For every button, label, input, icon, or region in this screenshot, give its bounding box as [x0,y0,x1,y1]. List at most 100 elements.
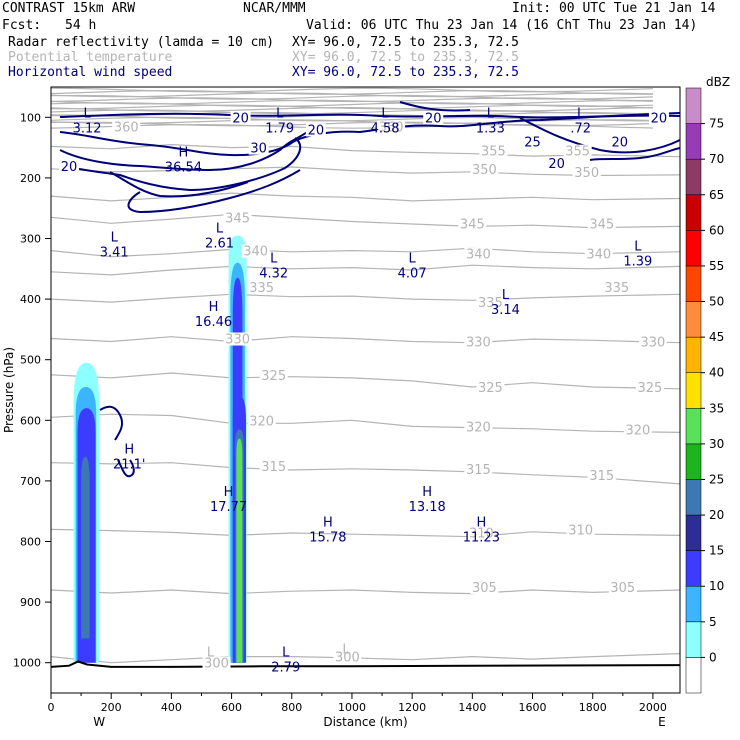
extremum-value-label: 4.32 [259,267,288,282]
wind-contour-label: 30 [250,142,267,157]
x-tick-label: 600 [221,701,242,714]
colorbar-swatch [685,301,702,338]
y-tick-label: 200 [20,172,41,185]
theta-label-bg [572,165,601,179]
wind-label-bg [522,135,543,149]
colorbar-tick-label: 75 [709,117,724,131]
theta-contour-label: 325 [478,381,503,396]
extremum-type-label: H [323,515,333,530]
theta-contour-label: 335 [249,281,274,296]
y-tick-label: 600 [20,414,41,427]
colorbar-tick-label: 45 [709,330,724,344]
extremum-value-label: 2.79 [271,661,300,676]
theta-contour-label: 300 [335,651,360,666]
wind-contour-label: 20 [425,111,442,126]
wind-contour-label: 20 [232,111,249,126]
extremum-type-label: L [207,646,215,661]
extremum-value-label: 13.18 [409,500,446,515]
x-tick-label: 1200 [398,701,426,714]
theta-contour-label: 345 [225,211,250,226]
extremum-value-label: 16.46 [195,315,232,330]
colorbar-swatch [685,550,702,587]
theta-label-bg [587,217,616,231]
wind-contour-line [117,459,135,478]
extremum-type-label: H [224,485,234,500]
colorbar-swatch [685,265,702,302]
colorbar-tick-label: 10 [709,579,724,593]
theta-contour-line [50,413,681,433]
theta-label-bg [563,144,592,158]
colorbar-tick-label: 55 [709,259,724,273]
theta-contour-line [50,92,653,98]
wind-contour-line [399,101,471,112]
theta-contour-label: 330 [225,333,250,348]
terrain-surface-line [50,660,681,668]
wind-contour-label: 20 [61,160,78,175]
wind-contour-label: 25 [524,136,541,151]
x-tick-label: 1000 [338,701,366,714]
x-tick-label: 0 [48,701,55,714]
extremum-type-label: H [476,515,486,530]
extremum-value-label: 17.77 [210,500,247,515]
colorbar-swatch [685,372,702,409]
theta-contour-label: 355 [481,145,506,160]
wind-contour-line [127,169,301,214]
theta-label-bg [602,281,631,295]
theta-label-bg [467,526,496,540]
theta-contour-label: 325 [637,381,662,396]
extremum-value-label: 2.61 [205,236,234,251]
x-tick-label: 1400 [458,701,486,714]
theta-contour-line [50,247,681,258]
theta-contour-line [50,528,681,538]
theta-contour-label: 360 [379,120,404,135]
wind-label-bg [609,135,630,149]
theta-contour-label: 315 [466,463,491,478]
theta-contour-line [50,106,653,112]
init-time: Init: 00 UTC Tue 21 Jan 14 [512,1,716,16]
theta-contour-label: 340 [466,248,491,263]
field-name-wind: Horizontal wind speed [8,65,173,80]
theta-contour-label: 345 [460,217,485,232]
colorbar-swatch [685,585,702,623]
colorbar-swatch [685,657,702,694]
theta-contour-line [50,264,681,276]
theta-contour-line [50,97,653,103]
colorbar-swatch [685,123,702,160]
colorbar-tick-label: 60 [709,223,724,237]
reflectivity-cell [236,438,243,663]
field-name-reflectivity: Radar reflectivity (lamda = 10 cm) [8,35,275,50]
wind-contour-line [589,147,681,161]
theta-contour-label: 335 [478,296,503,311]
theta-contour-label: 350 [472,163,497,178]
extremum-value-label: 3.12 [73,121,102,136]
extremum-type-label: L [502,288,510,303]
field-xy-wind: XY= 96.0, 72.5 to 235.3, 72.5 [292,65,519,80]
y-tick-label: 900 [20,596,41,609]
theta-contour-label: 360 [114,120,139,135]
theta-contour-label: 330 [466,336,491,351]
field-xy-reflectivity: XY= 96.0, 72.5 to 235.3, 72.5 [292,35,519,50]
theta-contour-label: 305 [472,581,497,596]
extremum-type-label: L [276,106,284,121]
extremum-type-label: L [487,106,495,121]
theta-label-bg [638,335,667,349]
theta-label-bg [259,368,288,382]
colorbar-tick-label: 0 [709,650,717,664]
theta-label-bg [470,580,499,594]
colorbar-tick-label: 5 [709,615,717,629]
theta-contour-label: 330 [640,336,665,351]
extremum-type-label: H [209,300,219,315]
colorbar-swatch [685,336,702,373]
theta-label-bg [112,120,141,134]
theta-label-bg [223,332,252,346]
wind-contour-line [109,171,249,198]
y-tick-label: 1000 [13,657,41,670]
theta-label-bg [584,247,613,261]
wind-contour-line [59,112,681,157]
colorbar-swatch [685,408,702,445]
x-tick-label: 2000 [639,701,667,714]
x-tick-label: 1600 [519,701,547,714]
theta-label-bg [247,281,276,295]
reflectivity-cell [81,456,90,639]
